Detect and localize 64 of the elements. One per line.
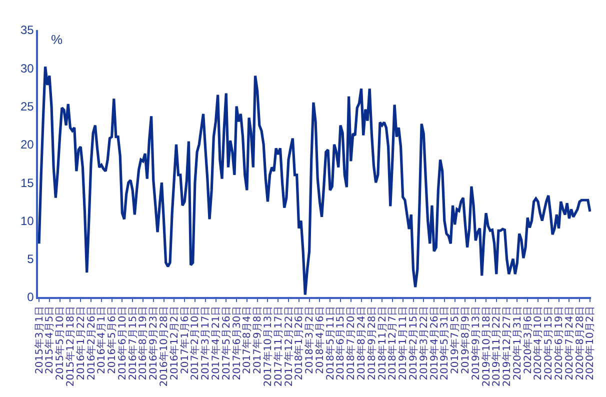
x-tick-label: 2020年3月6日 — [522, 306, 534, 374]
x-tick-label: 2019年5月31日 — [438, 306, 451, 380]
x-tick-label: 2020年8月28日 — [574, 306, 586, 380]
x-tick-label: 2019年10月18日 — [480, 306, 492, 387]
x-tick-label: 2017年2月10日 — [189, 306, 202, 380]
x-tick-label: 2020年5月15日 — [542, 306, 555, 380]
y-tick-label: 15 — [20, 176, 34, 190]
x-tick-label: 2018年4月6日 — [314, 306, 326, 374]
x-tick-label: 2019年1月11日 — [397, 306, 410, 380]
x-tick-label: 2017年3月17日 — [200, 306, 212, 380]
x-tick-label: 2016年6月10日 — [116, 306, 128, 380]
x-tick-label: 2018年5月11日 — [324, 306, 336, 380]
x-tick-label: 2017年1月6日 — [178, 306, 191, 374]
x-tick-label: 2018年7月20日 — [345, 306, 358, 380]
x-tick-label: 2016年1月22日 — [74, 306, 87, 380]
x-tick-label: 2015年3月1日 — [33, 306, 46, 374]
x-tick-label: 2020年4月10日 — [532, 306, 544, 380]
y-tick-label: 35 — [20, 23, 34, 38]
x-tick-label: 2018年9月28日 — [366, 306, 378, 380]
x-tick-label: 2020年10月2日 — [584, 306, 596, 380]
x-tick-label: 2018年6月15日 — [334, 306, 347, 380]
x-tick-label: 2017年8月4日 — [241, 306, 254, 374]
line-series — [38, 65, 591, 296]
y-axis-title: % — [51, 32, 63, 47]
x-tick-label: 2020年1月31日 — [511, 306, 524, 380]
x-tick-label: 2018年8月24日 — [356, 306, 368, 380]
x-tick-label: 2016年4月1日 — [96, 306, 108, 374]
y-tick-label: 5 — [27, 252, 34, 266]
x-tick-label: 2018年12月7日 — [386, 306, 399, 380]
x-tick-label: 2017年5月26日 — [220, 306, 232, 380]
x-tick-label: 2018年3月2日 — [304, 306, 316, 374]
x-tick-label: 2020年7月24日 — [563, 306, 576, 380]
x-tick-label: 2016年10月28日 — [158, 306, 170, 387]
x-tick-label: 2019年11月22日 — [490, 306, 503, 387]
y-tick-label: 25 — [20, 99, 34, 114]
y-tick-label: 30 — [20, 61, 34, 76]
x-tick-label: 2016年2月26日 — [85, 306, 98, 380]
x-tick-label: 2016年12月2日 — [168, 306, 180, 380]
y-tick-label: 20 — [20, 138, 34, 152]
x-tick-label: 2016年7月15日 — [126, 306, 139, 380]
x-tick-label: 2018年11月2日 — [376, 306, 388, 380]
x-tick-label: 2017年6月30日 — [230, 306, 243, 380]
x-tick-label: 2015年4月5日 — [44, 306, 56, 374]
x-tick-label: 2017年12月22日 — [282, 306, 295, 387]
x-tick-label: 2018年1月26日 — [293, 306, 306, 380]
x-tick-label: 2019年7月5日 — [449, 306, 462, 374]
x-tick-label: 2017年10月13日 — [262, 306, 274, 387]
x-tick-label: 2020年6月19日 — [553, 306, 566, 380]
x-tick-label: 2019年2月15日 — [408, 306, 420, 380]
x-tick-label: 2017年11月17日 — [272, 306, 284, 387]
x-tick-label: 2019年4月26日 — [428, 306, 440, 380]
x-tick-label: 2016年5月6日 — [106, 306, 118, 374]
x-tick-label: 2015年5月10日 — [54, 306, 66, 380]
y-tick-label: 0 — [27, 290, 34, 304]
x-tick-label: 2016年9月23日 — [148, 306, 160, 380]
x-tick-label: 2016年8月19日 — [137, 306, 150, 380]
x-tick-label: 2017年9月8日 — [252, 306, 264, 374]
x-tick-label: 2019年3月22日 — [418, 306, 430, 380]
x-tick-label: 2017年4月21日 — [210, 306, 222, 380]
y-tick-label: 10 — [20, 214, 34, 228]
x-tick-label: 2015年12月18日 — [64, 306, 76, 387]
x-tick-label: 2019年8月9日 — [459, 306, 472, 374]
x-tick-label: 2019年9月13日 — [470, 306, 482, 380]
x-tick-label: 2019年12月27日 — [501, 306, 514, 387]
